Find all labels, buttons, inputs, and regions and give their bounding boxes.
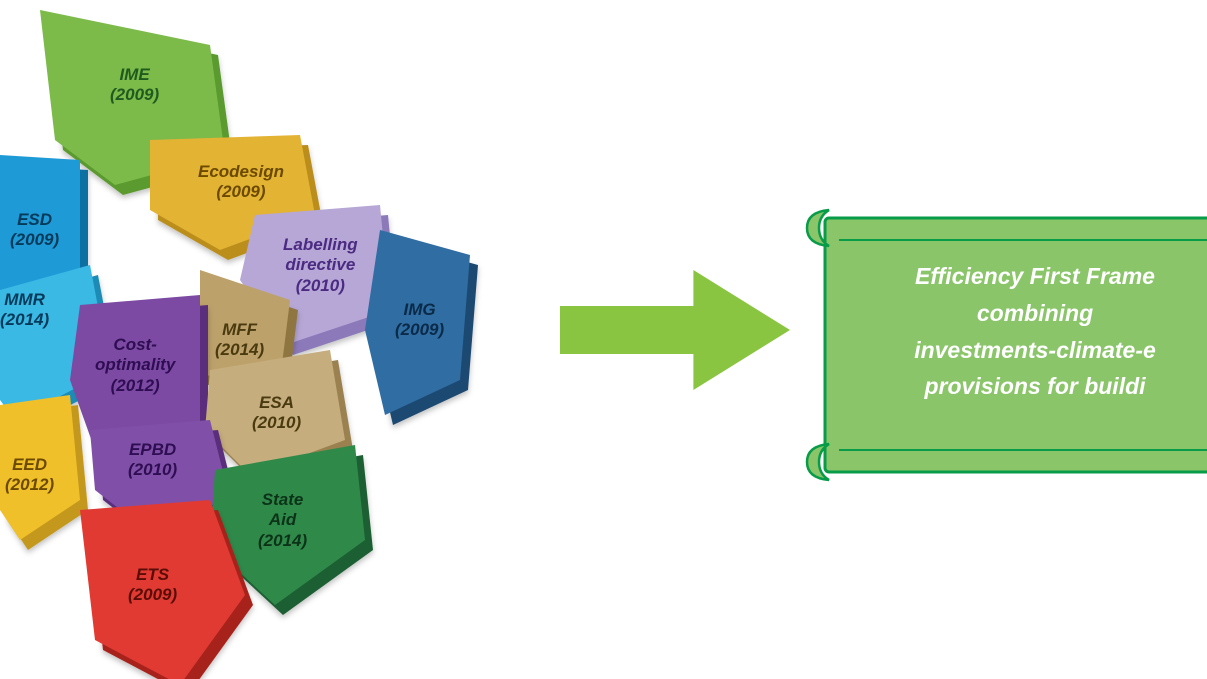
piece-label-esd: ESD(2009) <box>10 210 59 251</box>
piece-label-ecodesign: Ecodesign(2009) <box>198 162 284 203</box>
flow-arrow <box>560 270 790 390</box>
diagram-canvas: IME(2009) Ecodesign(2009) ESD(2009) MMR(201… <box>0 0 1207 679</box>
piece-label-costopt: Cost-optimality(2012) <box>95 335 175 396</box>
piece-label-img: IMG(2009) <box>395 300 444 341</box>
piece-label-esa: ESA(2010) <box>252 393 301 434</box>
piece-label-ets: ETS(2009) <box>128 565 177 606</box>
piece-label-stateaid: StateAid(2014) <box>258 490 307 551</box>
arrow-shape <box>560 270 790 390</box>
piece-label-epbd: EPBD(2010) <box>128 440 177 481</box>
piece-label-ime: IME(2009) <box>110 65 159 106</box>
scroll-text: Efficiency First Framecombininginvestmen… <box>845 258 1207 405</box>
piece-label-mmr: MMR(2014) <box>0 290 49 331</box>
result-scroll: Efficiency First Framecombininginvestmen… <box>805 210 1207 480</box>
piece-label-eed: EED(2012) <box>5 455 54 496</box>
piece-label-labelling: Labellingdirective(2010) <box>283 235 358 296</box>
piece-label-mff: MFF(2014) <box>215 320 264 361</box>
